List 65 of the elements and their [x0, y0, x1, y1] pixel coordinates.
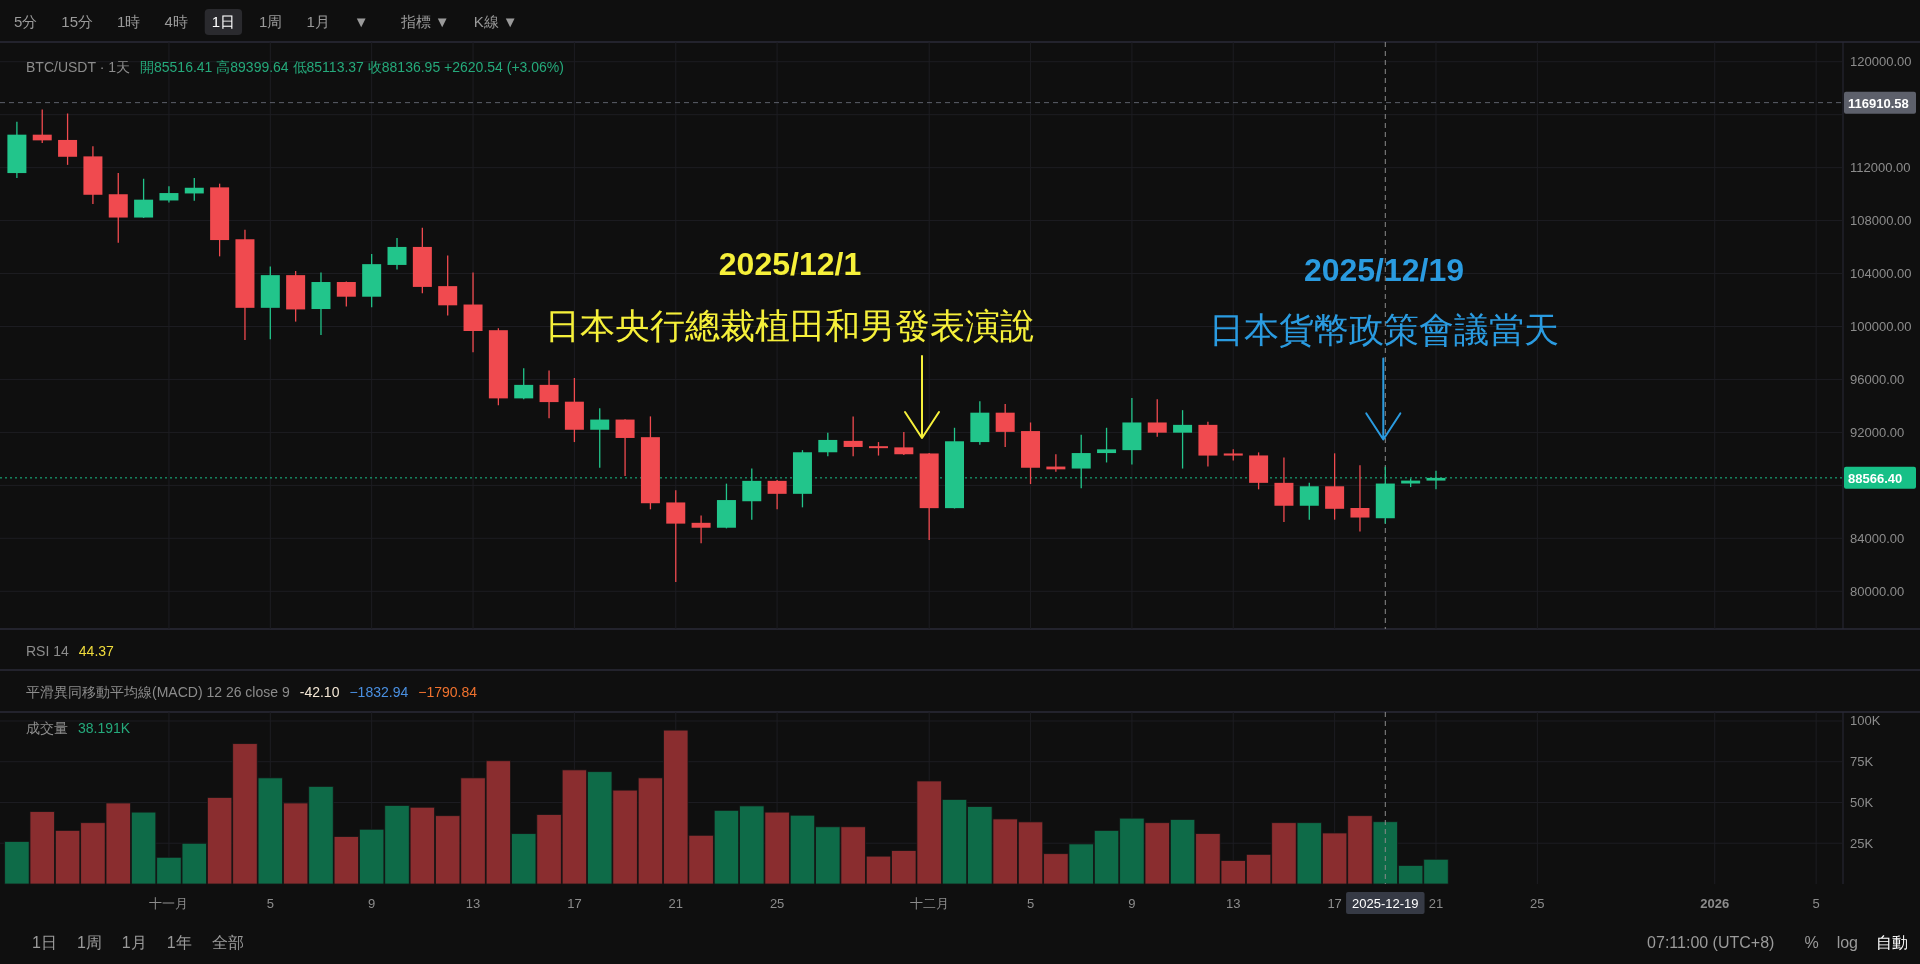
text: −1832.94 — [349, 684, 409, 700]
text: 1周 — [259, 13, 283, 30]
x-tick-label: 21 — [668, 896, 683, 911]
annotation: 2025/12/19 — [1303, 252, 1465, 288]
annotation: 日本央行總裁植田和男發表演說 — [545, 306, 1035, 345]
x-tick-label: 5 — [266, 896, 274, 911]
x-tick-label: 17 — [567, 896, 582, 911]
text: 1周 — [76, 934, 102, 951]
y-tick-label: 84000.00 — [1850, 530, 1905, 546]
text: 1月 — [121, 934, 147, 951]
text: log — [1836, 934, 1858, 951]
ref-line-label: 116910.58 — [1848, 95, 1909, 111]
y-tick-label: 92000.00 — [1850, 424, 1905, 440]
annotation: 2025/12/1 — [718, 246, 862, 282]
text: 1年 — [166, 934, 192, 951]
text: % — [1804, 934, 1819, 951]
y-tick-label: 104000.00 — [1850, 266, 1912, 282]
annotation: 日本貨幣政策會議當天 — [1209, 310, 1559, 349]
text: 5分 — [14, 13, 38, 30]
x-tick-label: 9 — [1128, 896, 1136, 911]
y-tick-label: 100K — [1850, 713, 1881, 729]
text: 成交量 — [26, 720, 68, 736]
y-tick-label: 50K — [1850, 794, 1874, 810]
text: ▼ — [353, 13, 369, 30]
text: 自動 — [1876, 934, 1908, 951]
text: K線 ▼ — [473, 13, 518, 30]
y-tick-label: 120000.00 — [1850, 54, 1912, 70]
x-tick-label: 5 — [1026, 896, 1035, 911]
text: -42.10 — [299, 684, 340, 700]
text: RSI 14 — [26, 643, 70, 659]
text: BTC/USDT · 1天 — [26, 59, 130, 75]
annotation: 38.191K — [78, 720, 131, 736]
x-tick-label: 2026 — [1700, 896, 1730, 911]
x-tick-label: 25 — [769, 896, 785, 911]
y-tick-label: 108000.00 — [1850, 213, 1912, 229]
x-tick-label: 5 — [1812, 896, 1820, 911]
text: 開85516.41 高89399.64 低85113.37 收88136.95 +2620.54 (+3.06%) — [139, 59, 564, 75]
x-tick-label: 9 — [368, 896, 376, 911]
text: 指標 ▼ — [399, 13, 450, 30]
y-tick-label: 80000.00 — [1850, 583, 1905, 599]
y-tick-label: 75K — [1850, 754, 1874, 770]
text: 44.37 — [78, 643, 115, 659]
text: −1790.84 — [418, 684, 478, 700]
x-tick-label: 十二月 — [909, 896, 949, 911]
text: 平滑異同移動平均線(MACD) 12 26 close 9 — [26, 684, 290, 700]
y-tick-label: 96000.00 — [1850, 371, 1905, 387]
text: 4時 — [164, 13, 188, 30]
y-tick-label: 25K — [1850, 835, 1874, 851]
ref-line-label: 88566.40 — [1848, 470, 1903, 486]
text: 1日 — [211, 13, 236, 30]
text: 全部 — [211, 934, 244, 951]
x-tick-label: 13 — [1226, 896, 1241, 911]
x-tick-label: 25 — [1530, 896, 1545, 911]
y-tick-label: 112000.00 — [1850, 160, 1911, 176]
x-tick-label: 十一月 — [149, 896, 189, 911]
text: 15分 — [61, 13, 94, 30]
text: 1月 — [306, 13, 330, 30]
x-tick-label: 21 — [1428, 896, 1444, 911]
text: 1日 — [32, 934, 57, 951]
y-tick-label: 100000.00 — [1850, 319, 1912, 334]
x-tick-label: 13 — [465, 896, 481, 911]
text: 1時 — [117, 13, 141, 30]
x-tick-label: 17 — [1327, 896, 1342, 911]
text: 07:11:00 (UTC+8) — [1647, 934, 1775, 951]
ref-line-label: 2025-12-19 — [1352, 896, 1419, 911]
